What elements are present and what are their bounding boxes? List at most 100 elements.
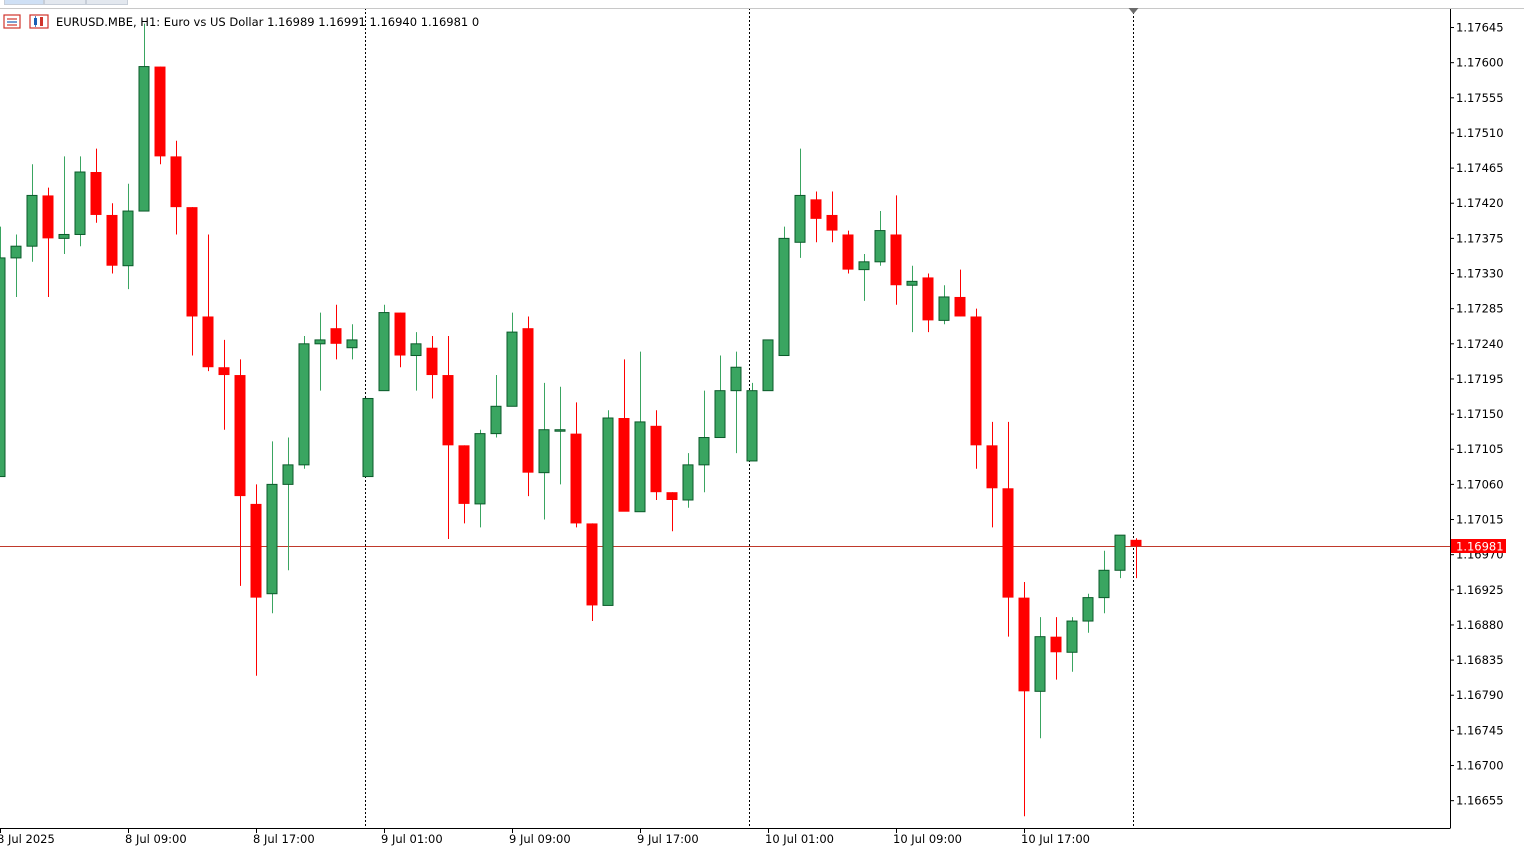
candle-body: [522, 328, 534, 473]
price-tick-label: 1.17015: [1456, 513, 1504, 527]
candle: [986, 421, 998, 528]
candle: [810, 191, 822, 243]
candle: [442, 336, 454, 540]
price-tick-label: 1.17330: [1456, 267, 1504, 281]
candles: [0, 23, 1142, 817]
candle: [666, 492, 678, 532]
candle: [602, 410, 614, 606]
candle: [1002, 421, 1014, 637]
candlestick-chart-icon[interactable]: [29, 14, 49, 29]
price-tick-label: 1.17510: [1456, 126, 1504, 140]
tab-chart-2[interactable]: [44, 0, 86, 5]
chart-list-icon[interactable]: [3, 14, 21, 29]
candle: [394, 312, 406, 368]
price-tick-label: 1.16790: [1456, 688, 1504, 702]
tab-chart-3[interactable]: [86, 0, 128, 5]
header-text: EURUSD.MBE, H1: Euro vs US Dollar 1.1698…: [56, 15, 479, 29]
candle: [1082, 593, 1094, 633]
candle-body: [74, 171, 86, 235]
candle-body: [874, 230, 886, 263]
candle-body: [682, 464, 694, 501]
price-axis: 1.17645 1.17600 1.17555 1.17510 1.17465 1.174…: [1450, 21, 1504, 808]
price-tick-label: 1.16700: [1456, 759, 1504, 773]
candle-body: [362, 397, 374, 478]
candle: [26, 164, 38, 262]
candle-body: [154, 66, 166, 157]
candle-body: [26, 194, 38, 247]
candle-body: [474, 433, 486, 505]
candle: [714, 355, 726, 439]
candle-body: [1002, 488, 1014, 598]
price-tick-label: 1.17375: [1456, 231, 1504, 245]
candle: [858, 254, 870, 301]
candle: [826, 191, 838, 243]
candle-body: [250, 503, 262, 598]
candle: [778, 226, 790, 357]
candle: [938, 285, 950, 325]
candle-body: [970, 316, 982, 446]
candle: [362, 397, 374, 478]
candle-body: [106, 214, 118, 266]
candle: [922, 273, 934, 333]
candle-body: [42, 195, 54, 239]
candle-body: [314, 339, 326, 345]
candle: [746, 382, 758, 462]
candle-body: [1050, 636, 1062, 653]
candle: [1130, 538, 1142, 579]
candle-body: [394, 312, 406, 356]
candle: [1114, 534, 1126, 579]
candle-body: [826, 214, 838, 231]
candle: [106, 203, 118, 274]
candle-body: [202, 316, 214, 368]
candle: [490, 375, 502, 438]
candle-body: [506, 331, 518, 407]
time-tick-label: 10 Jul 09:00: [893, 832, 962, 846]
candle: [1066, 617, 1078, 672]
price-tick-label: 1.16880: [1456, 618, 1504, 632]
candle-body: [330, 328, 342, 344]
candle: [506, 312, 518, 407]
candle: [378, 304, 390, 392]
candle-body: [138, 66, 150, 212]
candle-body: [1082, 597, 1094, 622]
candle-body: [1098, 569, 1110, 599]
candle: [170, 140, 182, 235]
candle-body: [266, 483, 278, 595]
candle-body: [1018, 597, 1030, 692]
candle: [1098, 550, 1110, 614]
candle: [330, 304, 342, 360]
candle: [538, 382, 550, 520]
candle-body: [218, 367, 230, 376]
candle-body: [714, 390, 726, 439]
tab-strip: [0, 0, 130, 5]
candle-body: [890, 234, 902, 286]
candle-body: [618, 418, 630, 512]
candle: [1018, 582, 1030, 817]
time-tick-label: 8 Jul 17:00: [253, 832, 315, 846]
candle-body: [666, 492, 678, 500]
candle: [426, 336, 438, 399]
candle-body: [778, 237, 790, 357]
candle: [682, 453, 694, 508]
candle: [1050, 617, 1062, 680]
candle: [314, 312, 326, 391]
candle-body: [1114, 534, 1126, 571]
price-tick-label: 1.16655: [1456, 794, 1504, 808]
tab-chart-1[interactable]: [4, 0, 44, 5]
candle-body: [938, 296, 950, 321]
candle: [730, 351, 742, 454]
price-tick-label: 1.17150: [1456, 407, 1504, 421]
candle: [250, 484, 262, 676]
candle-body: [90, 172, 102, 215]
candle: [634, 351, 646, 513]
candle-body: [810, 199, 822, 219]
candle: [282, 437, 294, 571]
candle: [874, 211, 886, 266]
chart-shift-marker[interactable]: [1128, 8, 1139, 14]
price-tick-label: 1.17060: [1456, 477, 1504, 491]
bid-price-label: 1.16981: [1451, 539, 1506, 554]
candle: [474, 429, 486, 528]
candle: [698, 390, 710, 493]
price-tick-label: 1.17465: [1456, 161, 1504, 175]
